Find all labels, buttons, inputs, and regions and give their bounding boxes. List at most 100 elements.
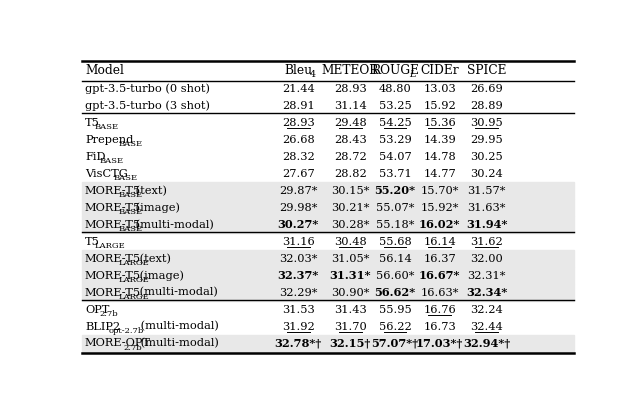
Text: 32.00: 32.00 — [470, 254, 503, 264]
Text: 30.25: 30.25 — [470, 152, 503, 162]
Text: 15.92*: 15.92* — [420, 203, 459, 213]
Text: gpt-3.5-turbo (3 shot): gpt-3.5-turbo (3 shot) — [85, 101, 210, 111]
Text: 32.94*†: 32.94*† — [463, 338, 510, 349]
Text: 4: 4 — [310, 70, 316, 79]
Text: gpt-3.5-turbo (0 shot): gpt-3.5-turbo (0 shot) — [85, 84, 210, 94]
Text: CIDEr: CIDEr — [420, 64, 459, 77]
Text: 31.94*: 31.94* — [466, 219, 508, 230]
Text: 32.24: 32.24 — [470, 305, 503, 314]
Text: BASE: BASE — [118, 208, 143, 216]
Text: (multi-modal): (multi-modal) — [137, 338, 219, 349]
Text: 53.29: 53.29 — [379, 135, 412, 145]
Text: (multi-modal): (multi-modal) — [132, 220, 214, 230]
Text: 31.57*: 31.57* — [468, 186, 506, 196]
Text: 17.03*†: 17.03*† — [416, 338, 463, 349]
Text: 16.02*: 16.02* — [419, 219, 460, 230]
Text: 53.71: 53.71 — [379, 169, 412, 179]
Text: 31.16: 31.16 — [282, 237, 315, 247]
Text: 29.98*: 29.98* — [279, 203, 317, 213]
Text: 56.60*: 56.60* — [376, 270, 414, 280]
Text: MORE-T5: MORE-T5 — [85, 287, 141, 297]
Text: 32.78*†: 32.78*† — [275, 338, 322, 349]
Text: 21.44: 21.44 — [282, 84, 315, 94]
Text: (image): (image) — [132, 203, 180, 213]
Text: 28.82: 28.82 — [334, 169, 367, 179]
Text: 16.73: 16.73 — [423, 322, 456, 332]
Text: 13.03: 13.03 — [423, 84, 456, 94]
Text: 31.92: 31.92 — [282, 322, 315, 332]
Text: 28.43: 28.43 — [334, 135, 367, 145]
Text: 30.28*: 30.28* — [331, 220, 369, 230]
Text: 56.62*: 56.62* — [374, 287, 415, 298]
Text: BASE: BASE — [118, 225, 143, 233]
Text: 31.43: 31.43 — [334, 305, 367, 314]
Text: 14.39: 14.39 — [423, 135, 456, 145]
Text: ROUGE: ROUGE — [371, 64, 419, 77]
Text: 16.67*: 16.67* — [419, 270, 460, 281]
Text: 31.05*: 31.05* — [331, 254, 369, 264]
Text: 55.07*: 55.07* — [376, 203, 414, 213]
Text: 54.07: 54.07 — [379, 152, 412, 162]
Text: 53.25: 53.25 — [379, 101, 412, 111]
Text: 55.18*: 55.18* — [376, 220, 414, 230]
Text: SPICE: SPICE — [467, 64, 506, 77]
Text: 54.25: 54.25 — [379, 118, 412, 128]
Text: MORE-T5: MORE-T5 — [85, 186, 141, 196]
Text: 32.15†: 32.15† — [330, 338, 371, 349]
Text: 16.37: 16.37 — [423, 254, 456, 264]
Text: opt-2.7b: opt-2.7b — [109, 327, 144, 335]
Text: 28.91: 28.91 — [282, 101, 315, 111]
Text: L: L — [409, 70, 415, 79]
Text: MORE-T5: MORE-T5 — [85, 270, 141, 280]
Text: 16.76: 16.76 — [423, 305, 456, 314]
Text: 26.69: 26.69 — [470, 84, 503, 94]
Text: 16.14: 16.14 — [423, 237, 456, 247]
Text: BASE: BASE — [99, 157, 124, 165]
Text: 31.31*: 31.31* — [330, 270, 371, 281]
Text: 29.87*: 29.87* — [279, 186, 317, 196]
Text: BLIP2: BLIP2 — [85, 322, 120, 332]
Text: (text): (text) — [132, 186, 167, 196]
Text: MORE-T5: MORE-T5 — [85, 203, 141, 213]
Text: LARGE: LARGE — [118, 276, 149, 284]
Text: (text): (text) — [136, 253, 171, 264]
Text: 14.78: 14.78 — [423, 152, 456, 162]
Text: Prepend: Prepend — [85, 135, 133, 145]
Text: 32.37*: 32.37* — [278, 270, 319, 281]
Text: 29.48: 29.48 — [334, 118, 367, 128]
Text: METEOR: METEOR — [322, 64, 379, 77]
Text: 28.72: 28.72 — [334, 152, 367, 162]
Text: 28.93: 28.93 — [334, 84, 367, 94]
Text: 32.29*: 32.29* — [279, 287, 317, 297]
Text: 57.07*†: 57.07*† — [371, 338, 419, 349]
Text: BASE: BASE — [118, 191, 143, 199]
Text: 55.95: 55.95 — [379, 305, 412, 314]
Text: 28.32: 28.32 — [282, 152, 315, 162]
Text: 28.89: 28.89 — [470, 101, 503, 111]
Text: 2.7b: 2.7b — [99, 310, 118, 318]
Text: 30.95: 30.95 — [470, 118, 503, 128]
Text: 31.62: 31.62 — [470, 237, 503, 247]
Text: 2.7b: 2.7b — [123, 344, 141, 352]
Text: BASE: BASE — [95, 123, 118, 131]
Text: 30.90*: 30.90* — [331, 287, 369, 297]
Text: 56.14: 56.14 — [379, 254, 412, 264]
Text: LARGE: LARGE — [95, 242, 125, 250]
Text: 32.34*: 32.34* — [466, 287, 508, 298]
Text: 30.48: 30.48 — [334, 237, 367, 247]
Text: 14.77: 14.77 — [423, 169, 456, 179]
Text: T5: T5 — [85, 118, 100, 128]
Text: 30.24: 30.24 — [470, 169, 503, 179]
Text: OPT: OPT — [85, 305, 109, 314]
Text: 29.95: 29.95 — [470, 135, 503, 145]
Text: 15.70*: 15.70* — [420, 186, 459, 196]
Text: Model: Model — [85, 64, 124, 77]
Text: BASE: BASE — [118, 140, 143, 148]
Text: 32.44: 32.44 — [470, 322, 503, 332]
Text: 30.27*: 30.27* — [278, 219, 319, 230]
Text: MORE-T5: MORE-T5 — [85, 220, 141, 230]
Text: 32.31*: 32.31* — [468, 270, 506, 280]
Text: VisCTG: VisCTG — [85, 169, 128, 179]
Text: 55.68: 55.68 — [379, 237, 412, 247]
Text: MORE-T5: MORE-T5 — [85, 254, 141, 264]
